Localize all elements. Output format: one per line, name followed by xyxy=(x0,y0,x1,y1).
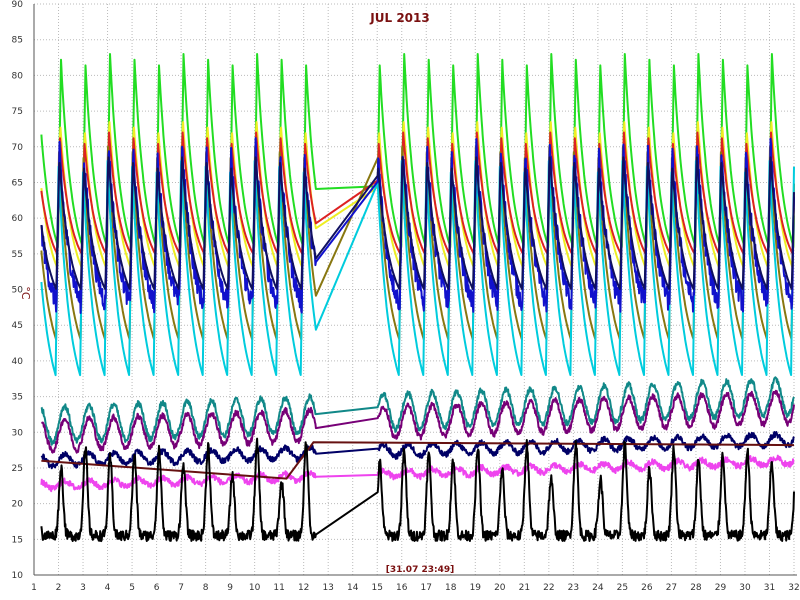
x-tick-label: 21 xyxy=(519,583,530,593)
y-tick-label: 60 xyxy=(12,214,24,224)
series-line-6 xyxy=(40,156,795,290)
y-tick-label: 40 xyxy=(12,357,24,367)
x-tick-label: 28 xyxy=(690,583,702,593)
y-tick-label: 55 xyxy=(12,250,23,260)
x-tick-label: 1 xyxy=(31,583,37,593)
x-tick-label: 22 xyxy=(543,583,554,593)
y-tick-label: 85 xyxy=(12,36,23,46)
x-tick-label: 9 xyxy=(227,583,233,593)
cursor-timestamp: [31.07 23:49] xyxy=(386,565,454,575)
x-tick-label: 18 xyxy=(445,583,457,593)
x-tick-label: 7 xyxy=(178,583,184,593)
x-tick-label: 14 xyxy=(347,583,359,593)
x-tick-label: 25 xyxy=(617,583,628,593)
y-tick-label: 20 xyxy=(12,500,24,510)
x-tick-label: 4 xyxy=(105,583,111,593)
series-line-12 xyxy=(40,437,795,543)
x-tick-label: 27 xyxy=(666,583,677,593)
y-tick-label: 15 xyxy=(12,535,23,545)
series-line-9 xyxy=(40,431,795,470)
series-line-7 xyxy=(40,376,795,446)
x-tick-label: 16 xyxy=(396,583,408,593)
x-tick-label: 5 xyxy=(129,583,135,593)
series-line-11 xyxy=(41,441,795,480)
x-tick-label: 32 xyxy=(788,583,799,593)
x-tick-label: 2 xyxy=(56,583,62,593)
x-tick-label: 12 xyxy=(298,583,309,593)
y-tick-label: 80 xyxy=(12,71,24,81)
x-tick-label: 20 xyxy=(494,583,506,593)
y-tick-label: 35 xyxy=(12,393,23,403)
y-tick-label: 65 xyxy=(12,178,23,188)
y-tick-label: 10 xyxy=(12,571,24,581)
y-tick-label: 70 xyxy=(12,143,24,153)
y-tick-label: 75 xyxy=(12,107,23,117)
x-tick-label: 19 xyxy=(470,583,482,593)
x-tick-label: 11 xyxy=(273,583,284,593)
x-tick-label: 3 xyxy=(80,583,86,593)
x-tick-label: 8 xyxy=(203,583,209,593)
x-tick-label: 29 xyxy=(715,583,727,593)
x-tick-label: 17 xyxy=(421,583,432,593)
y-tick-label: 90 xyxy=(12,0,24,10)
chart-title: JUL 2013 xyxy=(369,11,429,25)
y-tick-label: 25 xyxy=(12,464,23,474)
y-axis-label: °C xyxy=(19,286,32,300)
x-tick-label: 30 xyxy=(739,583,751,593)
x-tick-labels: 1 2 3 4 5 6 7 8 9 10 11 12 13 14 15 16 17 18 19 20 21 22 23 24 2… xyxy=(31,583,800,593)
series-layer xyxy=(40,53,795,543)
y-tick-label: 30 xyxy=(12,428,24,438)
y-tick-label: 50 xyxy=(12,286,24,296)
x-tick-label: 23 xyxy=(568,583,579,593)
x-tick-label: 31 xyxy=(764,583,775,593)
x-tick-label: 10 xyxy=(249,583,261,593)
x-tick-label: 6 xyxy=(154,583,160,593)
series-line-8 xyxy=(40,389,795,454)
x-tick-label: 26 xyxy=(641,583,653,593)
x-tick-label: 24 xyxy=(592,583,604,593)
y-tick-label: 45 xyxy=(12,321,23,331)
y-tick-labels: 10 15 20 25 30 35 40 45 50 55 60 65 70 75 80 85 90 xyxy=(12,0,24,581)
x-tick-label: 13 xyxy=(322,583,333,593)
x-tick-label: 15 xyxy=(371,583,382,593)
